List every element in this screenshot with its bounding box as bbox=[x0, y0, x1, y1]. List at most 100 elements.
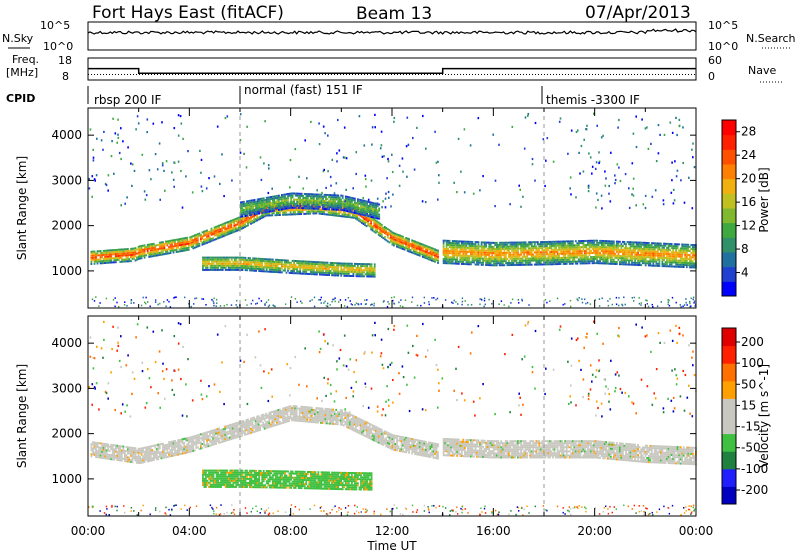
range-gate-cell bbox=[409, 242, 412, 245]
range-gate-cell bbox=[264, 270, 267, 273]
range-gate-cell bbox=[369, 269, 371, 272]
range-gate-cell bbox=[675, 249, 677, 252]
range-gate-cell bbox=[652, 242, 655, 245]
range-gate-cell bbox=[511, 255, 513, 258]
range-gate-cell bbox=[291, 200, 294, 203]
range-gate-cell bbox=[597, 245, 600, 248]
range-gate-cell bbox=[561, 240, 563, 243]
range-gate-cell bbox=[154, 250, 157, 253]
range-gate-cell bbox=[154, 153, 157, 156]
range-gate-cell bbox=[494, 205, 496, 208]
range-gate-cell bbox=[488, 253, 491, 256]
range-gate-cell bbox=[241, 258, 244, 261]
range-gate-cell bbox=[259, 206, 262, 209]
range-gate-cell bbox=[213, 238, 216, 241]
range-gate-cell bbox=[201, 190, 204, 193]
range-gate-cell bbox=[684, 262, 687, 264]
range-gate-cell bbox=[590, 239, 592, 242]
range-gate-cell bbox=[521, 259, 524, 262]
range-gate-cell bbox=[693, 264, 696, 267]
range-gate-cell bbox=[372, 212, 374, 215]
range-gate-cell bbox=[420, 243, 423, 245]
range-gate-cell bbox=[527, 251, 530, 254]
range-gate-cell bbox=[297, 196, 300, 199]
range-gate-cell bbox=[364, 204, 367, 207]
range-gate-cell bbox=[233, 258, 236, 261]
range-gate-cell bbox=[319, 269, 321, 272]
range-gate-cell bbox=[344, 211, 347, 214]
range-gate-cell bbox=[400, 299, 402, 301]
range-gate-cell bbox=[444, 249, 446, 252]
range-gate-cell bbox=[203, 260, 206, 263]
range-gate-cell bbox=[653, 264, 656, 267]
range-gate-cell bbox=[577, 254, 580, 257]
range-gate-cell bbox=[549, 259, 551, 262]
range-gate-cell bbox=[291, 209, 293, 212]
range-gate-cell bbox=[127, 146, 129, 149]
range-gate-cell bbox=[367, 200, 370, 203]
range-gate-cell bbox=[524, 251, 527, 254]
range-gate-cell bbox=[276, 263, 279, 265]
range-gate-cell bbox=[104, 182, 107, 185]
range-gate-cell bbox=[267, 210, 270, 213]
range-gate-cell bbox=[501, 260, 504, 263]
range-gate-cell bbox=[459, 244, 462, 247]
range-gate-cell bbox=[349, 208, 352, 211]
range-gate-cell bbox=[373, 263, 376, 266]
range-gate-cell bbox=[217, 258, 219, 261]
range-gate-cell bbox=[294, 266, 297, 269]
range-gate-cell bbox=[399, 234, 401, 237]
range-gate-cell bbox=[523, 251, 525, 254]
range-gate-cell bbox=[200, 234, 202, 236]
range-gate-cell bbox=[659, 133, 661, 136]
range-gate-cell bbox=[658, 246, 661, 249]
range-gate-cell bbox=[556, 242, 559, 245]
range-gate-cell bbox=[268, 204, 271, 207]
range-gate-cell bbox=[470, 245, 472, 247]
range-gate-cell bbox=[661, 254, 664, 257]
range-gate-cell bbox=[223, 262, 226, 265]
range-gate-cell bbox=[247, 259, 250, 262]
range-gate-cell bbox=[210, 239, 213, 242]
range-gate-cell bbox=[351, 196, 353, 199]
range-gate-cell bbox=[324, 132, 326, 135]
range-gate-cell bbox=[444, 239, 446, 242]
range-gate-cell bbox=[171, 241, 173, 244]
range-gate-cell bbox=[360, 205, 362, 208]
range-gate-cell bbox=[390, 236, 392, 239]
range-gate-cell bbox=[332, 194, 335, 197]
range-gate-cell bbox=[491, 254, 494, 257]
range-gate-cell bbox=[90, 254, 93, 257]
range-gate-cell bbox=[459, 258, 462, 261]
range-gate-cell bbox=[360, 203, 362, 206]
range-gate-cell bbox=[329, 261, 332, 264]
range-gate-cell bbox=[281, 271, 283, 274]
range-gate-cell bbox=[306, 177, 308, 180]
range-gate-cell bbox=[234, 230, 237, 233]
range-gate-cell bbox=[235, 260, 238, 263]
range-gate-cell bbox=[356, 218, 359, 221]
range-gate-cell bbox=[603, 258, 606, 261]
range-gate-cell bbox=[521, 243, 524, 246]
range-gate-cell bbox=[581, 256, 583, 259]
range-gate-cell bbox=[241, 256, 244, 259]
range-gate-cell bbox=[98, 254, 100, 257]
range-gate-cell bbox=[363, 269, 365, 272]
range-gate-cell bbox=[90, 260, 93, 263]
range-gate-cell bbox=[396, 241, 398, 244]
range-gate-cell bbox=[470, 249, 472, 251]
range-gate-cell bbox=[302, 260, 305, 263]
range-gate-cell bbox=[605, 256, 608, 259]
range-gate-cell bbox=[278, 204, 280, 207]
range-gate-cell bbox=[309, 271, 312, 273]
range-gate-cell bbox=[332, 268, 335, 271]
range-gate-cell bbox=[331, 272, 333, 275]
range-gate-cell bbox=[302, 272, 305, 275]
range-gate-cell bbox=[377, 227, 380, 230]
range-gate-cell bbox=[308, 264, 311, 267]
range-gate-cell bbox=[500, 241, 503, 244]
range-gate-cell bbox=[361, 201, 364, 204]
range-gate-cell bbox=[599, 258, 601, 261]
range-gate-cell bbox=[609, 200, 612, 203]
range-gate-cell bbox=[275, 201, 277, 204]
